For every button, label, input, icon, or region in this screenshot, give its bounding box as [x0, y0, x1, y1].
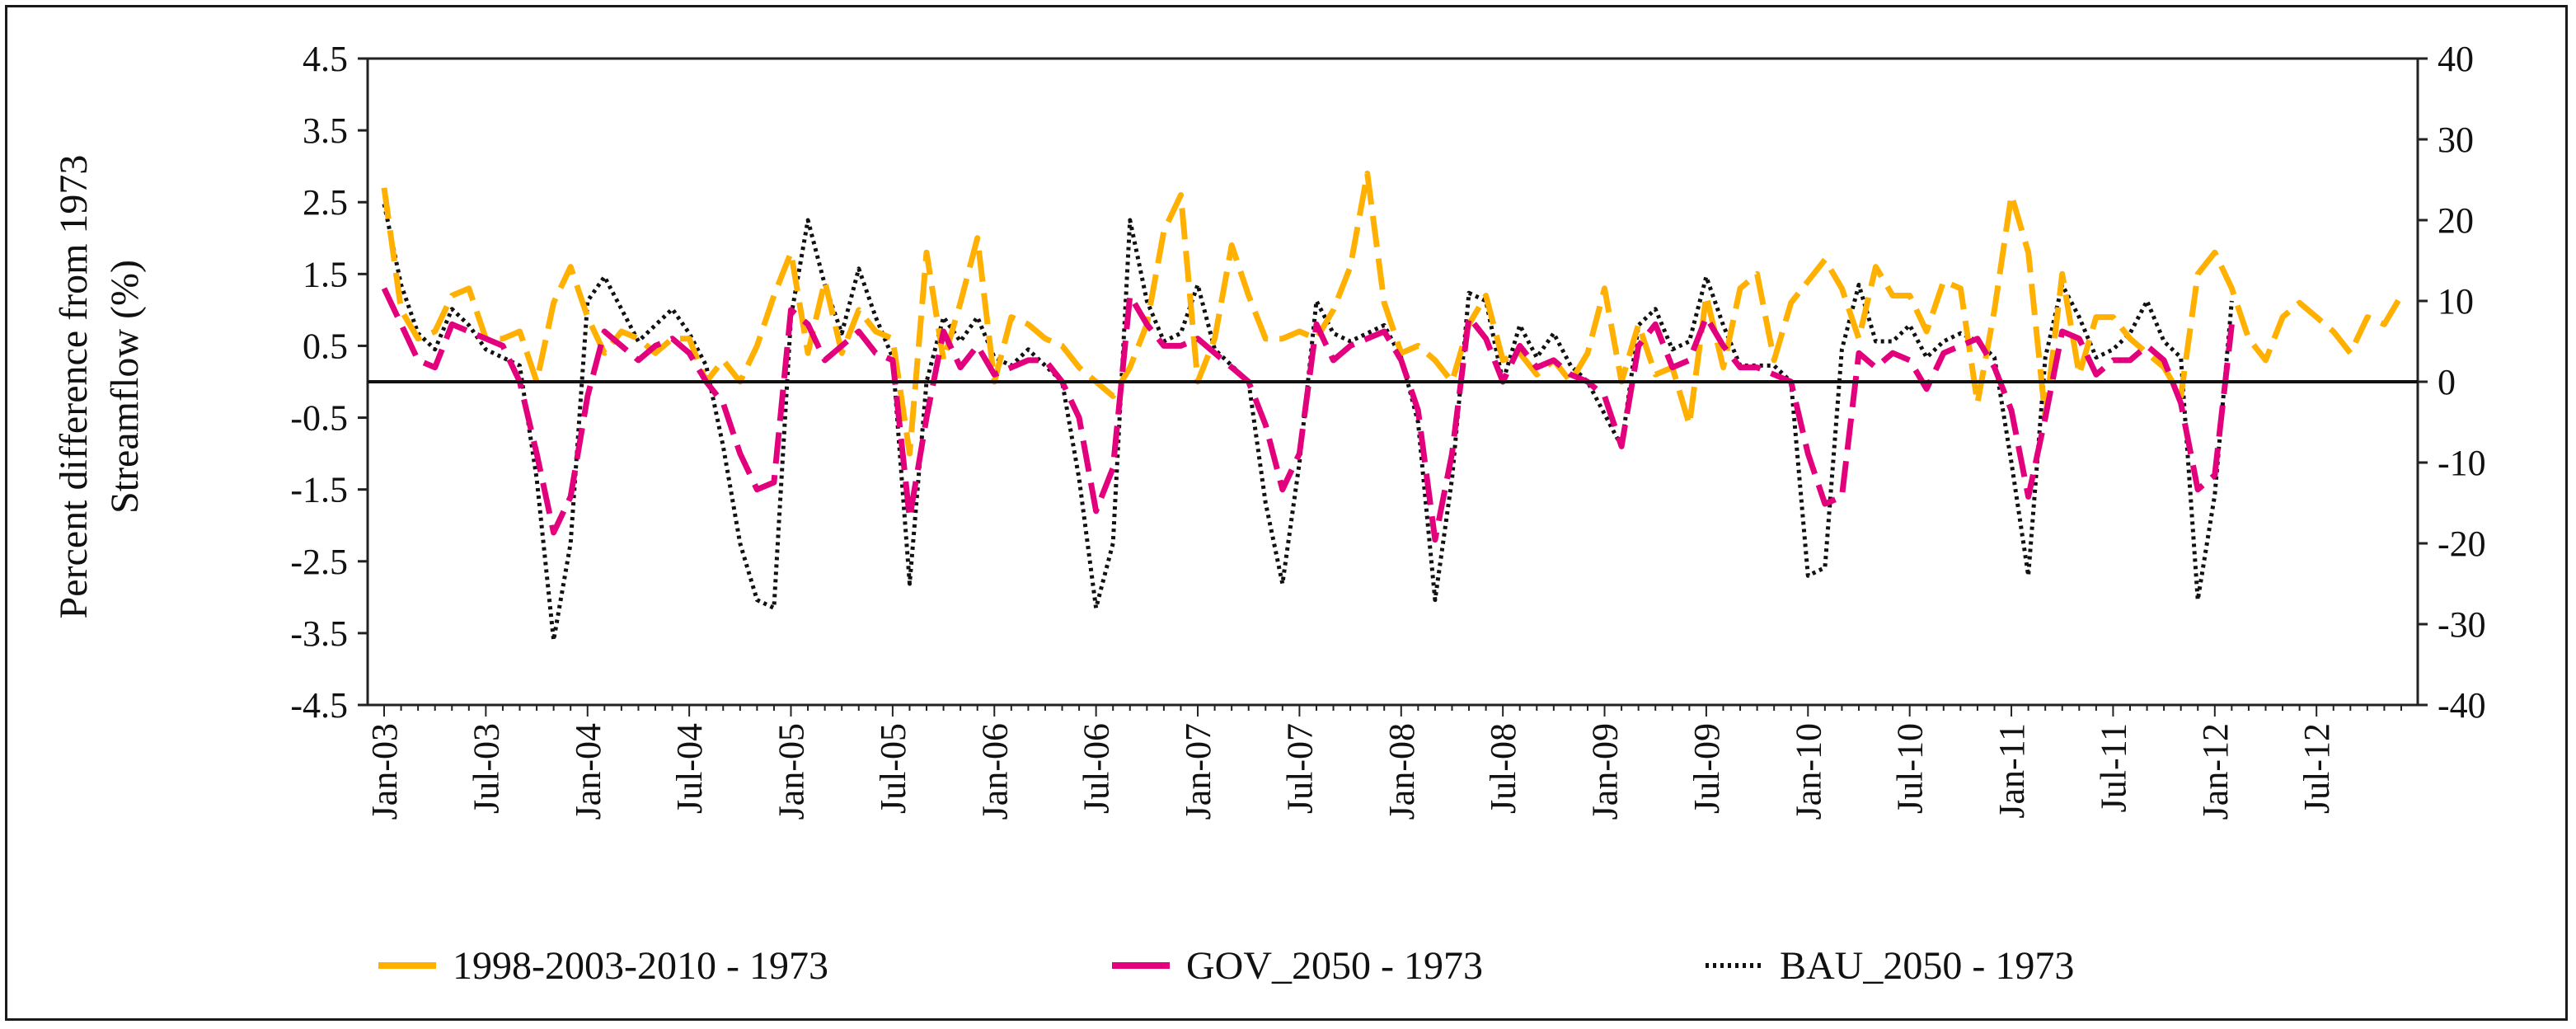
x-tick-label: Jan-05	[772, 723, 812, 820]
series-line-1998-2003-2010	[381, 170, 2405, 457]
x-tick-label: Jul-12	[2297, 723, 2337, 814]
right-tick-label: -10	[2438, 443, 2486, 483]
right-tick-label: 40	[2438, 39, 2474, 79]
x-tick-label: Jul-06	[1077, 723, 1117, 814]
legend-item-1998-2003-2010: 1998-2003-2010 - 1973	[378, 944, 828, 988]
x-tick-label: Jan-04	[568, 723, 608, 820]
right-tick-label: -20	[2438, 524, 2486, 564]
x-tick-label: Jan-11	[1992, 723, 2032, 819]
right-y-axis: 40 30 20 10 0 -10 -20 -30 -40	[2418, 39, 2486, 726]
x-tick-label: Jan-03	[364, 723, 405, 820]
left-tick-label: -3.5	[290, 613, 348, 654]
x-tick-label: Jul-11	[2093, 723, 2133, 812]
x-axis: Jan-03 Jul-03 Jan-04 Jul-04 Jan-05 Jul-05 Jan-…	[364, 705, 2402, 820]
chart-frame: Percent difference from 1973 Streamflow …	[5, 5, 2568, 1021]
x-tick-label: Jul-07	[1279, 723, 1320, 814]
x-tick-label: Jan-06	[974, 723, 1015, 820]
left-tick-label: 3.5	[303, 110, 348, 151]
legend-label-gov-2050: GOV_2050 - 1973	[1186, 944, 1483, 988]
x-tick-label: Jan-10	[1788, 723, 1828, 820]
series-line-gov-2050	[381, 287, 2235, 543]
series-layer	[381, 170, 2405, 643]
x-tick-label: Jan-08	[1382, 723, 1422, 820]
x-tick-label: Jul-10	[1890, 723, 1931, 814]
left-tick-label: 2.5	[303, 182, 348, 223]
left-tick-label: -0.5	[290, 398, 348, 439]
x-tick-label: Jul-05	[873, 723, 913, 814]
right-tick-label: -40	[2438, 685, 2486, 726]
legend-label-1998-2003-2010: 1998-2003-2010 - 1973	[453, 944, 828, 988]
left-tick-label: 1.5	[303, 254, 348, 294]
legend-label-bau-2050: BAU_2050 - 1973	[1780, 944, 2074, 988]
left-y-axis: 4.5 3.5 2.5 1.5 0.5 -0.5 -1.5 -2.5 -3.5 -4.5	[290, 39, 368, 726]
legend-item-gov-2050: GOV_2050 - 1973	[1112, 944, 1483, 988]
left-tick-label: 4.5	[303, 39, 348, 79]
x-tick-label: Jul-08	[1483, 723, 1523, 814]
right-tick-label: 30	[2438, 120, 2474, 160]
x-tick-label: Jan-09	[1585, 723, 1626, 820]
left-tick-label: -1.5	[290, 470, 348, 510]
right-tick-label: 20	[2438, 200, 2474, 241]
y-axis-title-line-2: Streamflow (%)	[103, 260, 147, 514]
right-tick-label: 10	[2438, 281, 2474, 322]
x-tick-label: Jul-03	[466, 723, 506, 814]
left-tick-label: 0.5	[303, 326, 348, 366]
x-tick-label: Jan-07	[1178, 723, 1218, 820]
y-axis-title-line-1: Percent difference from 1973	[52, 155, 96, 619]
right-tick-label: 0	[2438, 362, 2456, 402]
left-tick-label: -4.5	[290, 685, 348, 726]
x-tick-label: Jul-09	[1687, 723, 1727, 814]
x-tick-label: Jul-04	[669, 723, 710, 814]
series-line-bau-2050	[382, 203, 2234, 643]
y-axis-title: Percent difference from 1973 Streamflow …	[52, 155, 147, 619]
left-tick-label: -2.5	[290, 542, 348, 582]
x-tick-label: Jan-12	[2195, 723, 2236, 820]
right-tick-label: -30	[2438, 604, 2486, 645]
legend-item-bau-2050: BAU_2050 - 1973	[1706, 944, 2074, 988]
streamflow-chart: Percent difference from 1973 Streamflow …	[52, 39, 2486, 988]
legend: 1998-2003-2010 - 1973 GOV_2050 - 1973 BA…	[378, 944, 2074, 988]
